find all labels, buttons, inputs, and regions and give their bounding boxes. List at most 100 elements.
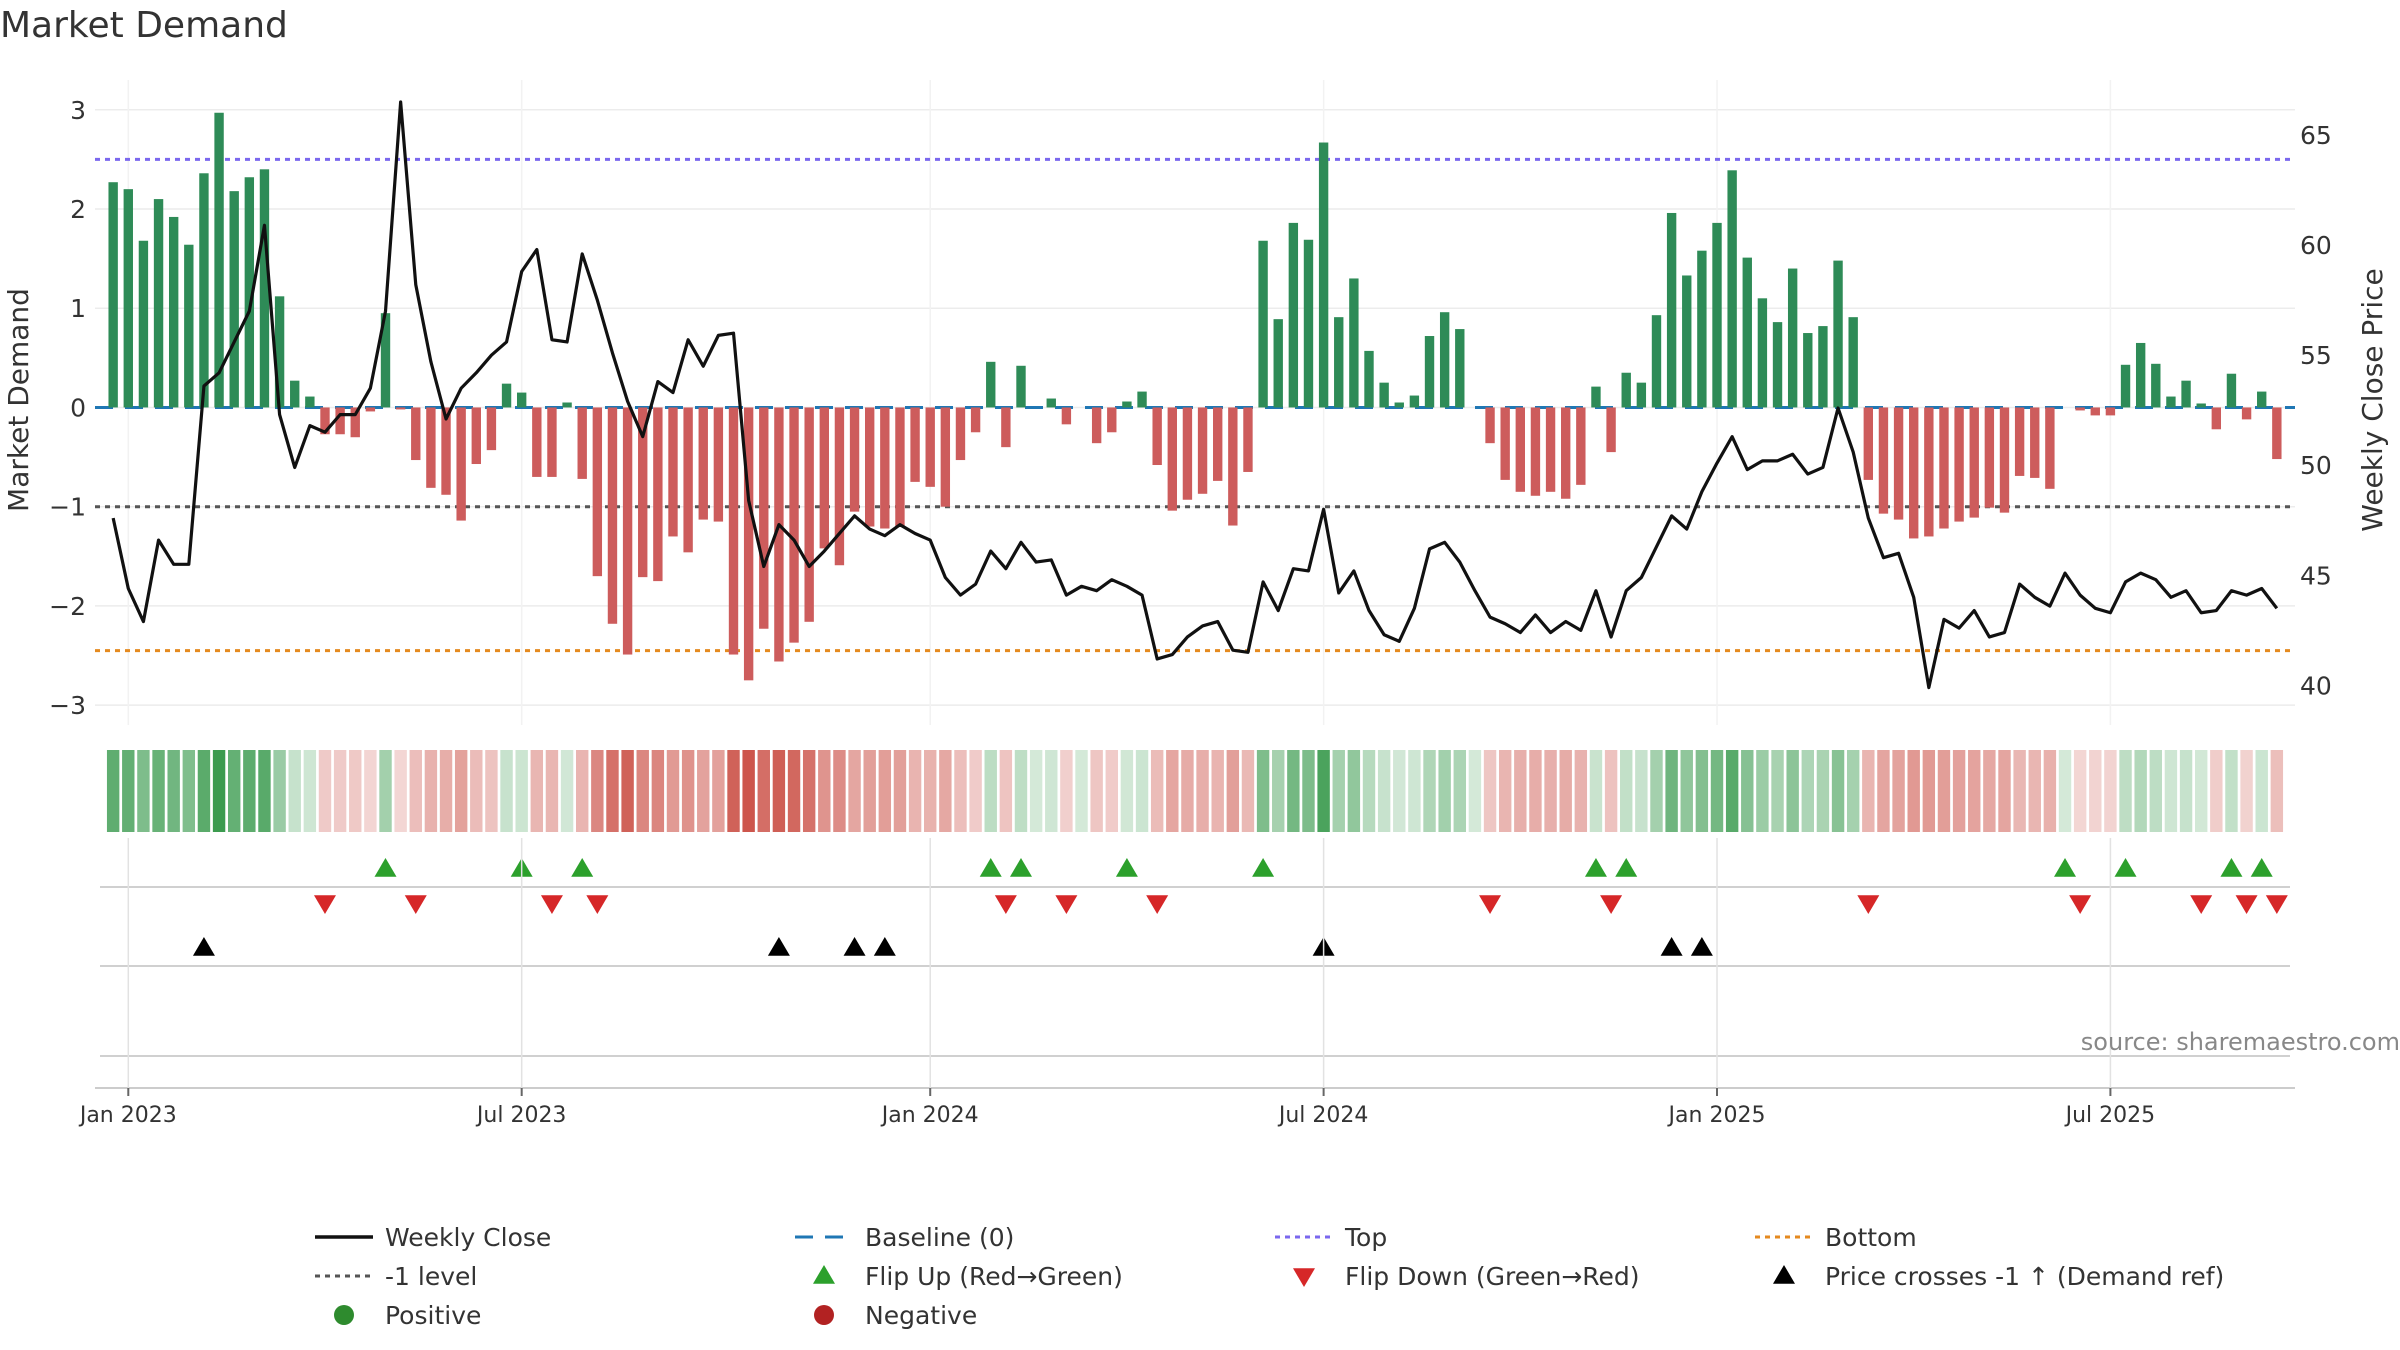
strip-cell [1060, 750, 1073, 832]
demand-bar-negative [925, 407, 935, 487]
demand-bar-positive [1803, 333, 1813, 408]
chart-title: Market Demand [0, 5, 288, 46]
strip-cell [394, 750, 407, 832]
strip-cell [1075, 750, 1088, 832]
demand-bar-negative [2030, 407, 2040, 478]
strip-cell [1544, 750, 1557, 832]
strip-cell [303, 750, 317, 832]
strip-cell [485, 750, 498, 832]
strip-cell [1029, 750, 1043, 832]
demand-bar-negative [411, 407, 421, 461]
strip-cell [258, 750, 271, 832]
strip-cell [454, 750, 468, 832]
flip-down-marker [313, 895, 336, 914]
demand-bar-positive [1424, 336, 1435, 408]
flip-up-marker [374, 858, 397, 877]
left-tick-label: −3 [49, 691, 86, 720]
strip-cell [409, 750, 422, 832]
demand-bar-negative [1001, 407, 1011, 448]
flip-down-marker [1857, 895, 1880, 914]
right-tick-label: 45 [2300, 561, 2332, 590]
demand-bar-positive [1016, 365, 1026, 408]
strip-cell [1952, 750, 1966, 832]
legend-label: Price crosses -1 ↑ (Demand ref) [1825, 1262, 2224, 1291]
demand-bar-positive [2120, 364, 2131, 408]
demand-bar-negative [789, 407, 799, 643]
reference-levels [95, 157, 2295, 653]
strip-cell [818, 750, 831, 832]
strip-cell [1983, 750, 1996, 832]
strip-cell [1589, 750, 1603, 832]
strip-cell [1665, 750, 1678, 832]
demand-bar-positive [1742, 257, 1752, 408]
flip-down-marker [1600, 895, 1623, 914]
demand-bar-negative [1893, 407, 1904, 520]
demand-bar-negative [1213, 407, 1223, 481]
strip-cell [2043, 750, 2057, 832]
demand-bar-negative [456, 407, 466, 521]
strip-cell [1514, 750, 1527, 832]
legend-swatch [814, 1305, 834, 1325]
demand-bar-positive [1364, 350, 1374, 408]
demand-bar-negative [970, 407, 981, 433]
flip-down-marker [2235, 895, 2258, 914]
strip-cell [212, 750, 226, 832]
strip-cell [1438, 750, 1451, 832]
strip-cell [1393, 750, 1406, 832]
demand-bar-negative [1576, 407, 1586, 485]
flip-down-marker [540, 895, 563, 914]
demand-bar-negative [1984, 407, 1995, 508]
legend-item: Bottom [1755, 1223, 1917, 1252]
strip-cell [470, 750, 483, 832]
legend-swatch [813, 1265, 835, 1284]
strip-cell [228, 750, 241, 832]
strip-cell [333, 750, 347, 832]
legend-item: Top [1275, 1223, 1387, 1252]
price-cross-marker [873, 937, 896, 956]
demand-bar-positive [2181, 380, 2191, 408]
flip-up-marker [1615, 858, 1638, 877]
legend-item: Flip Up (Red→Green) [813, 1262, 1123, 1291]
left-tick-label: 2 [70, 195, 86, 224]
strip-cell [1998, 750, 2011, 832]
strip-cell [1907, 750, 1920, 832]
left-tick-label: 1 [70, 294, 86, 323]
flip-down-marker [1146, 895, 1169, 914]
strip-cell [500, 750, 513, 832]
strip-cell [2013, 750, 2026, 832]
strip-cell [1862, 750, 1875, 832]
strip-cell [712, 750, 725, 832]
strip-cell [969, 750, 982, 832]
strip-cell [606, 750, 619, 832]
strip-cell [1695, 750, 1709, 832]
demand-bar-positive [2166, 396, 2176, 408]
demand-bar-positive [1757, 298, 1768, 408]
demand-bar-positive [1848, 317, 1858, 408]
demand-bar-positive [501, 383, 512, 408]
legend-label: Flip Down (Green→Red) [1345, 1262, 1640, 1291]
strip-cell [364, 750, 377, 832]
strip-cell [621, 750, 634, 832]
demand-bar-negative [1924, 407, 1934, 537]
demand-bars [108, 112, 2282, 681]
strip-cell [1226, 750, 1240, 832]
strip-cell [122, 750, 135, 832]
demand-bar-negative [698, 407, 708, 520]
price-cross-marker [1660, 937, 1683, 956]
strip-cell [1968, 750, 1981, 832]
left-y-axis: 3 2 1 0 −1 −2 −3 [49, 96, 86, 720]
demand-bar-positive [1591, 386, 1601, 408]
demand-bar-negative [1091, 407, 1102, 444]
demand-bar-positive [1122, 401, 1132, 408]
demand-bar-negative [365, 407, 376, 412]
demand-bar-negative [865, 407, 875, 527]
demand-bar-negative [2014, 407, 2025, 476]
legend-item: -1 level [315, 1262, 477, 1291]
strip-cell [924, 750, 937, 832]
strip-cell [1181, 750, 1194, 832]
left-tick-label: −2 [49, 592, 86, 621]
strip-cell [1831, 750, 1845, 832]
strip-cell [893, 750, 907, 832]
strip-cell [1090, 750, 1103, 832]
demand-bar-negative [683, 407, 693, 553]
